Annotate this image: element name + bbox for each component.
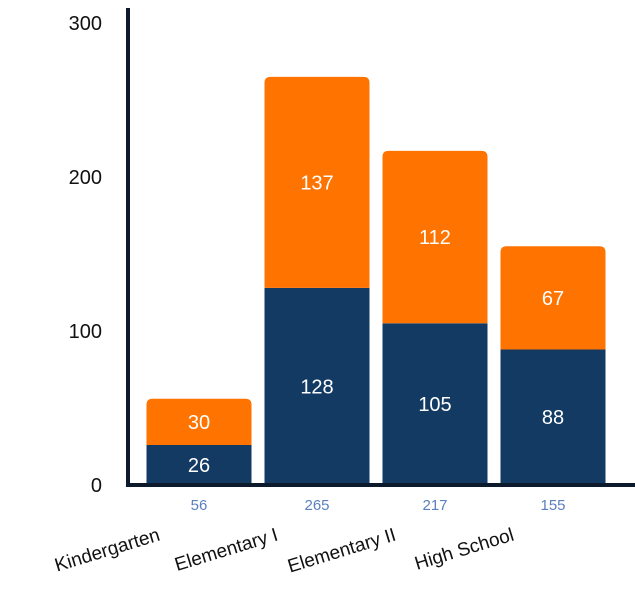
category-label: High School [412, 525, 516, 575]
bar-total-label: 265 [304, 497, 329, 514]
bar-segment [500, 349, 606, 485]
bar-segment [264, 76, 370, 288]
bar-total-label: 155 [540, 497, 565, 514]
y-tick-label: 0 [91, 475, 102, 497]
category-label: Elementary II [285, 525, 398, 578]
category-label: Kindergarten [52, 525, 162, 577]
category-labels: Kindergarten Elementary I Elementary II Hig… [52, 525, 516, 578]
segment-value-label: 137 [300, 172, 333, 194]
segment-value-label: 30 [188, 412, 210, 434]
segment-value-label: 105 [418, 394, 451, 416]
bar-totals: 56 265 217 155 [191, 497, 566, 514]
bar-segment [264, 287, 370, 485]
bars [146, 76, 606, 485]
bar-segment [500, 246, 606, 350]
bar-total-label: 217 [422, 497, 447, 514]
bar-segment [382, 323, 488, 485]
bar-total-label: 56 [191, 497, 208, 514]
segment-labels: 26 30 128 137 105 112 88 67 [188, 172, 564, 477]
category-label: Elementary I [172, 525, 280, 576]
y-axis-ticks: 0 100 200 300 [69, 13, 102, 497]
bar-segment [146, 444, 252, 485]
y-tick-label: 300 [69, 13, 102, 35]
segment-value-label: 26 [188, 455, 210, 477]
segment-value-label: 88 [542, 407, 564, 429]
segment-value-label: 128 [300, 376, 333, 398]
y-tick-label: 200 [69, 167, 102, 189]
segment-value-label: 112 [419, 227, 451, 249]
bar-segment [146, 398, 252, 445]
bar-segment [382, 150, 488, 324]
y-tick-label: 100 [69, 321, 102, 343]
segment-value-label: 67 [542, 288, 564, 310]
